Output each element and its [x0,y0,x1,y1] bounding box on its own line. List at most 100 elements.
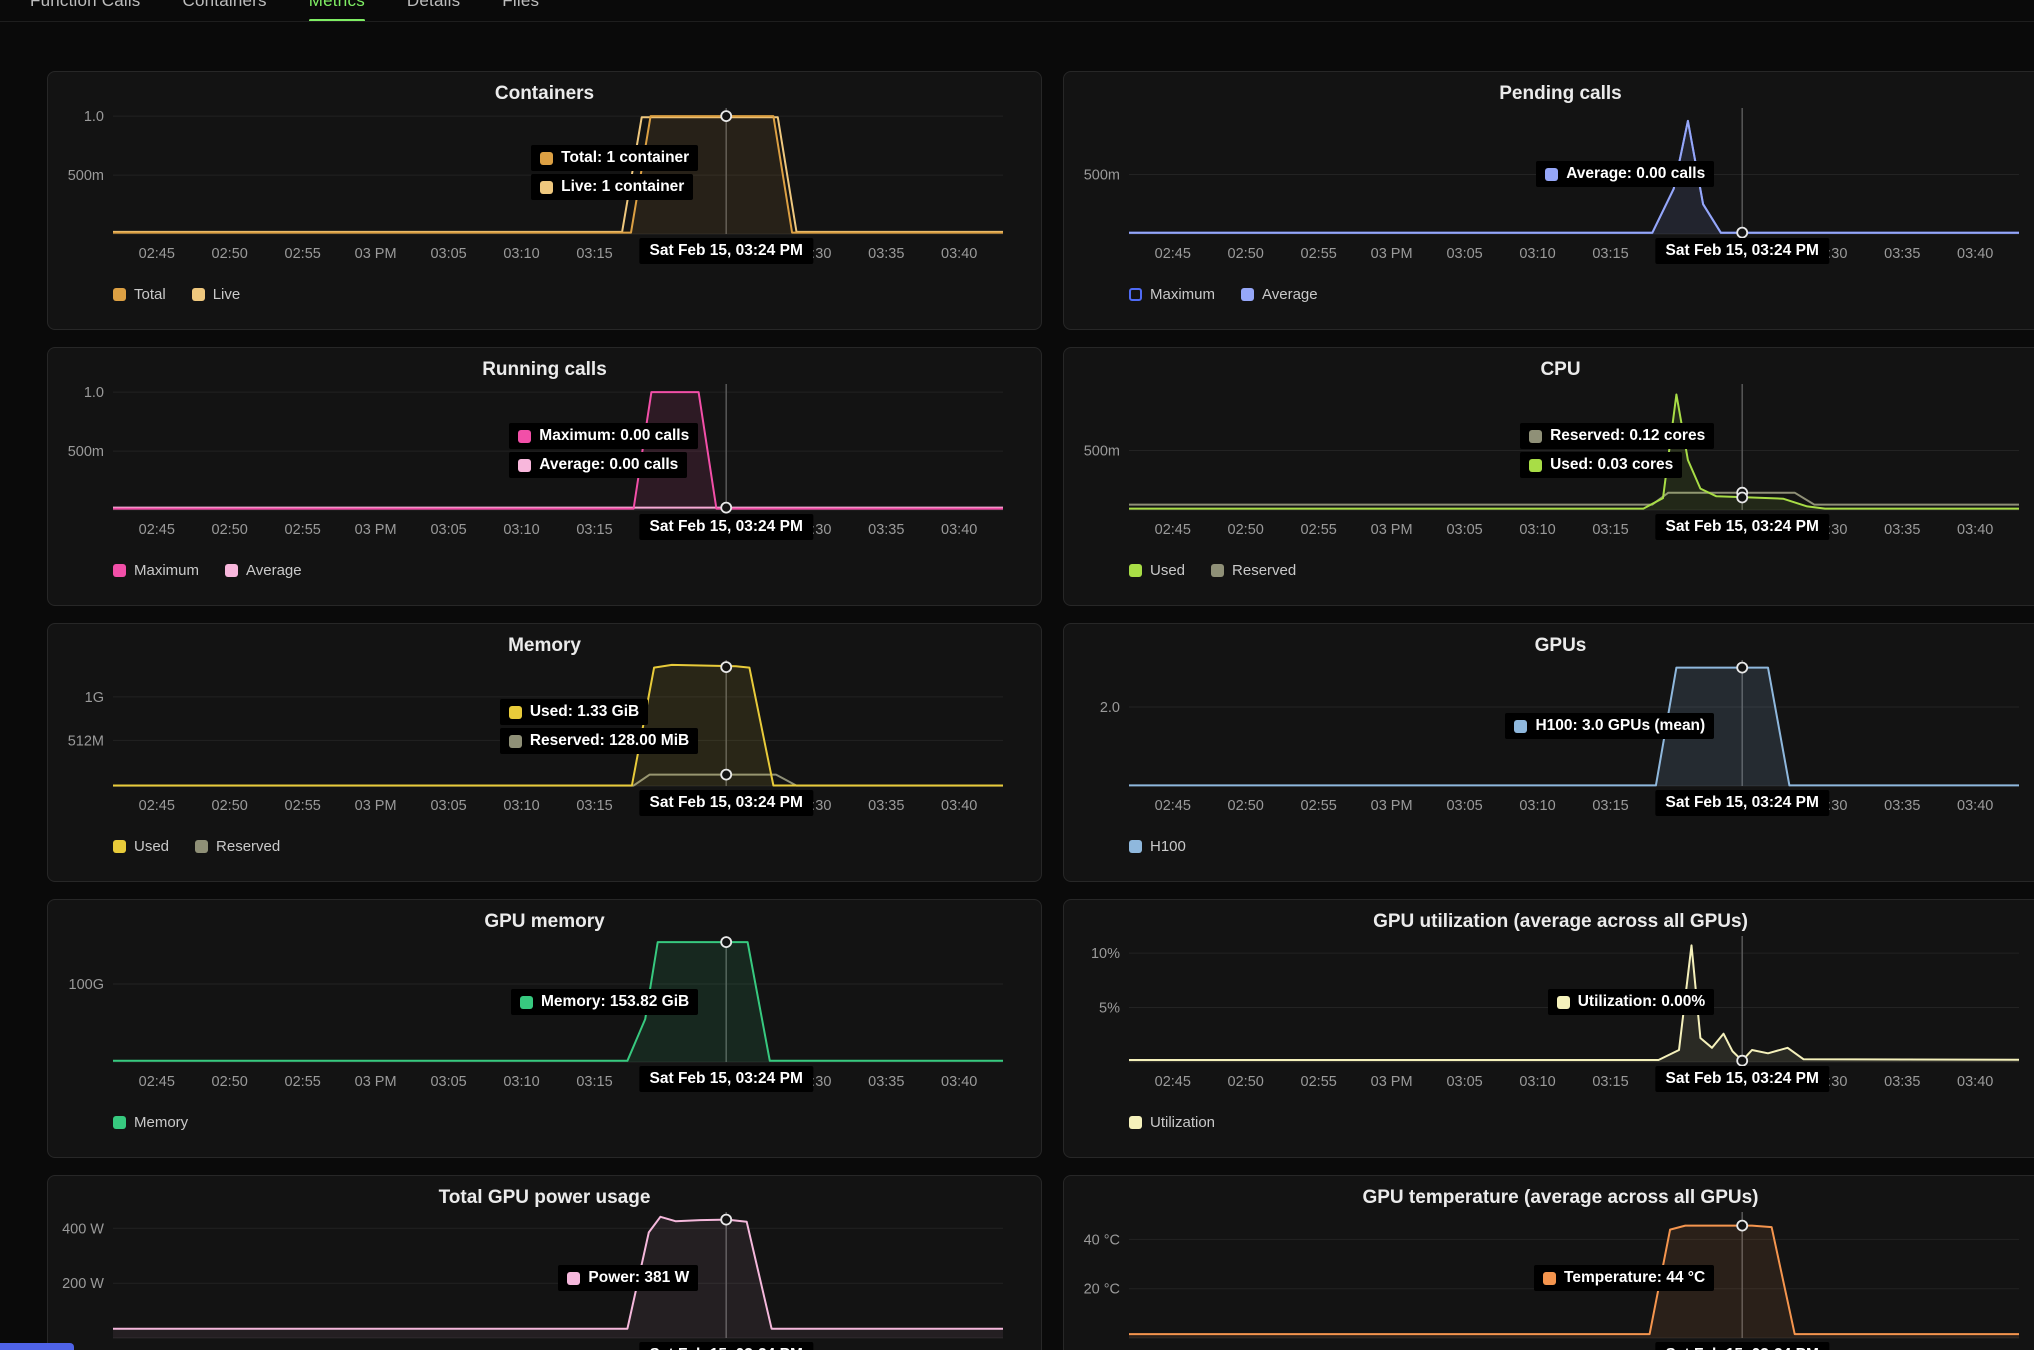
tooltip-text: H100: 3.0 GPUs (mean) [1535,717,1706,734]
tab-containers[interactable]: Containers [182,0,267,21]
x-tick-label: 03:35 [868,246,904,262]
x-tick-label: 03:40 [1957,1074,1993,1090]
crosshair-date-label: Sat Feb 15, 03:24 PM [639,1342,813,1350]
x-tick-label: 03:35 [868,522,904,538]
legend-item-live[interactable]: Live [191,286,240,303]
legend-item-average[interactable]: Average [225,562,302,579]
chart-panel-pending-calls: Pending calls 500m 02:45 02:50 02:55 03 PM 03… [1063,71,2034,330]
legend-item-used[interactable]: Used [1129,562,1185,579]
legend-label: Average [1262,286,1318,303]
legend-swatch [113,564,126,577]
tooltip-row: Reserved: 128.00 MiB [499,728,699,754]
legend-item-reserved[interactable]: Reserved [1211,562,1296,579]
legend-item-used[interactable]: Used [113,838,169,855]
tooltip-text: Reserved: 0.12 cores [1550,427,1706,444]
tab-function-calls[interactable]: Function Calls [30,0,141,21]
x-tick-label: 03:40 [1957,798,1993,814]
legend-item-maximum[interactable]: Maximum [113,562,199,579]
y-tick-label: 40 °C [1084,1232,1120,1248]
tab-files[interactable]: Files [502,0,539,21]
x-tick-label: 02:55 [1301,1074,1337,1090]
x-tick-label: 02:50 [212,1074,248,1090]
y-tick-label: 2.0 [1100,700,1120,716]
x-tick-label: 02:45 [139,522,175,538]
crosshair-date-label: Sat Feb 15, 03:24 PM [639,238,813,264]
x-tick-label: 03:40 [941,798,977,814]
y-tick-label: 20 °C [1084,1282,1120,1298]
chart-panel-cpu: CPU 500m 02:45 02:50 02:55 03 PM 03:05 03:10 03… [1063,347,2034,606]
crosshair-marker [1736,1219,1749,1232]
chart-plot[interactable]: 100G 02:45 02:50 02:55 03 PM 03:05 03:10 03:15 0… [48,900,1042,1100]
crosshair-date-label: Sat Feb 15, 03:24 PM [639,514,813,540]
x-tick-label: 02:50 [1228,522,1264,538]
legend-swatch [113,840,126,853]
tab-metrics[interactable]: Metrics [308,0,365,21]
tab-label: Function Calls [30,0,141,10]
y-tick-label: 500m [68,444,104,460]
x-tick-label: 03:15 [576,1074,612,1090]
series-line-reserved [1129,491,2019,506]
chart-panel-containers: Containers 1.0 500m 02:45 02:50 02:55 03 PM 03… [47,71,1042,330]
chart-title: Containers [494,83,595,104]
crosshair-date-label: Sat Feb 15, 03:24 PM [1655,238,1829,264]
legend-item-average[interactable]: Average [1241,286,1318,303]
tooltip-text: Temperature: 44 °C [1564,1269,1706,1286]
tooltip-row: H100: 3.0 GPUs (mean) [1505,713,1715,739]
legend-swatch [1241,288,1255,301]
chart-panel-gpus: GPUs 2.0 02:45 02:50 02:55 03 PM 03:05 03:10 03… [1063,623,2034,882]
x-tick-label: 03:10 [503,1074,539,1090]
series-line-used [113,663,1003,787]
y-tick-label: 500m [1084,168,1120,184]
crosshair-date-label: Sat Feb 15, 03:24 PM [1655,790,1829,816]
x-tick-label: 02:50 [212,522,248,538]
legend-swatch [195,840,209,853]
chart-tooltip: Total: 1 container Live: 1 container [531,145,699,200]
tab-label: Containers [182,0,267,10]
tab-details[interactable]: Details [407,0,460,21]
chart-legend: Used Reserved [1129,562,1296,579]
legend-item-reserved[interactable]: Reserved [195,838,280,855]
tooltip-swatch [520,995,534,1009]
series-line-used [1129,393,2019,510]
y-tick-label: 400 W [62,1221,104,1237]
x-tick-label: 03:15 [576,522,612,538]
x-tick-label: 03 PM [1371,246,1413,262]
legend-item-maximum[interactable]: Maximum [1129,286,1215,303]
legend-swatch [1129,564,1142,577]
crosshair-marker [720,936,733,948]
crosshair-marker [720,501,733,514]
y-tick-label: 10% [1091,946,1120,962]
chart-plot[interactable]: 500m 02:45 02:50 02:55 03 PM 03:05 03:10 03:15 0… [1064,348,2034,548]
chart-tooltip: Power: 381 W [558,1265,699,1291]
x-tick-label: 02:45 [139,1074,175,1090]
legend-label: Used [134,838,170,855]
legend-item-h100[interactable]: H100 [1129,838,1186,855]
series-line-h100 [1129,666,2019,787]
legend-item-total[interactable]: Total [113,286,166,303]
x-tick-label: 03:05 [1446,1074,1482,1090]
legend-label: Reserved [216,838,281,855]
x-tick-label: 03:35 [1884,246,1920,262]
chart-legend: Utilization [1129,1114,1215,1131]
legend-item-utilization[interactable]: Utilization [1129,1114,1215,1131]
x-tick-label: 02:50 [212,246,248,262]
legend-item-memory[interactable]: Memory [113,1114,188,1131]
series-line-reserved [113,773,1003,787]
x-tick-label: 03 PM [355,522,397,538]
x-tick-label: 03:15 [1592,522,1628,538]
chart-panel-running-calls: Running calls 1.0 500m 02:45 02:50 02:55 03 P… [47,347,1042,606]
chart-legend: H100 [1129,838,1186,855]
legend-swatch [1211,564,1225,577]
x-tick-label: 03:15 [1592,1074,1628,1090]
x-tick-label: 03:40 [941,1074,977,1090]
chart-tooltip: Used: 1.33 GiB Reserved: 128.00 MiB [499,699,699,754]
tooltip-text: Total: 1 container [561,149,690,166]
y-tick-label: 100G [69,977,104,993]
x-tick-label: 03:05 [430,246,466,262]
crosshair-marker [720,661,733,673]
tooltip-row: Memory: 153.82 GiB [511,989,699,1015]
x-tick-label: 03:35 [868,1074,904,1090]
legend-label: Maximum [134,562,200,579]
x-tick-label: 03:15 [576,798,612,814]
